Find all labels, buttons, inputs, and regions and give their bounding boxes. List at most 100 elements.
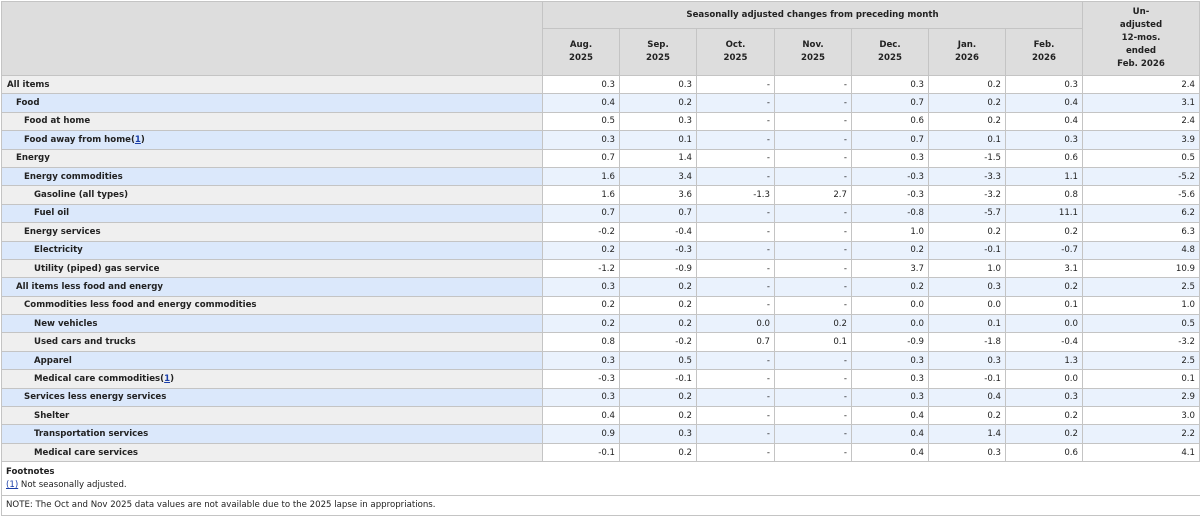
footnote-link[interactable]: (1): [6, 480, 19, 491]
value-cell: -1.2: [542, 258, 620, 279]
value-cell: 0.0: [1004, 369, 1084, 389]
header-line: Feb. 2026: [1117, 59, 1165, 69]
value-cell: -: [774, 387, 852, 408]
row-label-text: Energy: [16, 153, 50, 164]
value-cell: -0.7: [1004, 240, 1084, 260]
table-row: Gasoline (all types) 1.6 3.6 -1.3 2.7 -0.3 -3.…: [1, 185, 1200, 205]
footnote-ref-link[interactable]: 1: [164, 373, 171, 384]
row-label-text: Medical care services: [34, 447, 139, 458]
month-header: Nov. 2025: [774, 28, 852, 76]
value-cell: 0.7: [851, 93, 929, 113]
value-cell: -: [696, 258, 775, 279]
value-cell: 0.5: [1082, 148, 1200, 168]
value-cell: 0.2: [619, 93, 697, 113]
value-cell: 1.0: [1082, 295, 1200, 316]
value-cell: -0.9: [619, 258, 697, 279]
row-label-text: Food: [16, 98, 40, 109]
value-cell: 0.7: [619, 203, 697, 224]
value-cell: 0.4: [542, 406, 620, 426]
value-cell: -: [774, 295, 852, 316]
value-cell: 0.2: [619, 406, 697, 426]
table-row: Medical care services -0.1 0.2- -0.4 0.3 0.6 4…: [1, 442, 1200, 463]
value-cell: 0.8: [1004, 185, 1084, 205]
value-cell: 0.3: [1004, 130, 1084, 150]
value-cell: -0.3: [619, 240, 697, 260]
table-row: Food away from home(1) 0.3 0.1- -0.7 0.1 0.3 3…: [1, 130, 1200, 150]
year-label: 2025: [569, 53, 593, 63]
value-cell: 0.3: [542, 130, 620, 150]
value-cell: 1.0: [928, 258, 1006, 279]
value-cell: -: [696, 442, 775, 463]
value-cell: 1.4: [619, 148, 697, 168]
value-cell: -: [696, 222, 775, 242]
value-cell: 0.4: [851, 406, 929, 426]
value-cell: 0.4: [851, 424, 929, 444]
unadjusted-header: Un- adjusted 12-mos. ended Feb. 2026: [1082, 1, 1200, 76]
value-cell: 0.6: [851, 111, 929, 132]
value-cell: 0.7: [851, 130, 929, 150]
value-cell: 0.3: [1004, 74, 1084, 95]
value-cell: 0.0: [1004, 314, 1084, 334]
value-cell: 0.3: [851, 387, 929, 408]
value-cell: 0.3: [1004, 387, 1084, 408]
table-row: Transportation services 0.9 0.3- -0.4 1.4 0.2…: [1, 424, 1200, 444]
row-label: Services less energy services: [1, 387, 543, 408]
row-label: All items less food and energy: [1, 277, 543, 297]
value-cell: 0.2: [851, 277, 929, 297]
row-label-text: Electricity: [34, 245, 83, 256]
footnote-ref-link[interactable]: 1: [134, 134, 141, 145]
table-row: Energy services -0.2 -0.4- -1.0 0.2 0.2 6.3: [1, 222, 1200, 242]
value-cell: -: [696, 350, 775, 371]
value-cell: 0.1: [774, 332, 852, 352]
year-label: 2025: [801, 53, 825, 63]
value-cell: 0.2: [542, 295, 620, 316]
value-cell: 0.2: [1004, 222, 1084, 242]
value-cell: -: [774, 130, 852, 150]
value-cell: 0.2: [619, 387, 697, 408]
month-header: Sep. 2025: [619, 28, 697, 76]
year-label: 2025: [723, 53, 748, 63]
value-cell: -: [696, 111, 775, 132]
value-cell: -: [696, 277, 775, 297]
value-cell: -0.1: [928, 240, 1006, 260]
value-cell: -0.1: [619, 369, 697, 389]
value-cell: 6.3: [1082, 222, 1200, 242]
year-label: 2025: [646, 53, 670, 63]
value-cell: 0.3: [928, 350, 1006, 371]
value-cell: -3.2: [928, 185, 1006, 205]
value-cell: 2.5: [1082, 277, 1200, 297]
value-cell: 0.3: [542, 74, 620, 95]
year-label: 2026: [955, 53, 979, 63]
value-cell: 0.4: [1004, 93, 1084, 113]
group-header: Seasonally adjusted changes from precedi…: [541, 1, 1084, 29]
header-line: 12-mos.: [1121, 33, 1161, 43]
row-label: Energy commodities: [1, 166, 543, 187]
header-line: ended: [1125, 46, 1157, 56]
table-row: Shelter 0.4 0.2- -0.4 0.2 0.2 3.0: [1, 406, 1200, 426]
value-cell: 0.3: [542, 350, 620, 371]
value-cell: 0.2: [928, 74, 1006, 95]
value-cell: -5.7: [928, 203, 1006, 224]
value-cell: 0.0: [851, 314, 929, 334]
value-cell: 10.9: [1082, 258, 1200, 279]
table-row: All items less food and energy 0.3 0.2- -0.…: [1, 277, 1200, 297]
value-cell: -: [774, 424, 852, 444]
value-cell: 4.8: [1082, 240, 1200, 260]
value-cell: 0.4: [851, 442, 929, 463]
value-cell: -0.4: [1004, 332, 1084, 352]
value-cell: 0.7: [696, 332, 775, 352]
value-cell: 0.3: [542, 387, 620, 408]
value-cell: 0.3: [619, 74, 697, 95]
value-cell: -: [696, 74, 775, 95]
value-cell: -: [774, 74, 852, 95]
value-cell: 11.1: [1004, 203, 1084, 224]
year-label: 2025: [878, 53, 902, 63]
value-cell: -0.9: [851, 332, 929, 352]
value-cell: 0.2: [928, 406, 1006, 426]
month-header: Oct. 2025: [696, 28, 775, 76]
value-cell: -: [774, 240, 852, 260]
month-header: Dec. 2025: [851, 28, 929, 76]
row-label: New vehicles: [1, 314, 543, 334]
value-cell: 3.1: [1004, 258, 1084, 279]
row-label-text: New vehicles: [34, 318, 98, 329]
